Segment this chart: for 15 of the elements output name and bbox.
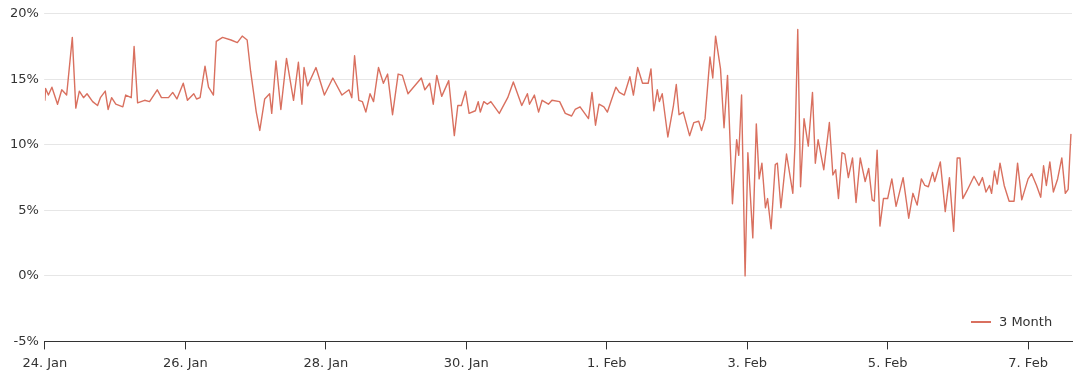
x-tick-label: 5. Feb xyxy=(867,354,908,370)
x-tick-label: 1. Feb xyxy=(586,354,627,370)
x-tick-label: 30. Jan xyxy=(443,354,489,370)
x-tick-label: 3. Feb xyxy=(727,354,767,370)
y-tick-label: 20% xyxy=(9,5,39,21)
x-tick-label: 7. Feb xyxy=(1008,354,1048,370)
y-tick-label: -5% xyxy=(13,332,39,348)
x-tick-label: 28. Jan xyxy=(303,354,349,370)
y-tick-label: 15% xyxy=(9,70,39,86)
y-tick-label: 5% xyxy=(18,201,39,217)
x-tick-label: 26. Jan xyxy=(162,354,208,370)
x-tick-label: 24. Jan xyxy=(22,354,68,370)
y-tick-label: 10% xyxy=(9,136,39,152)
y-tick-label: 0% xyxy=(18,267,39,283)
legend-label: 3 Month xyxy=(999,314,1053,330)
